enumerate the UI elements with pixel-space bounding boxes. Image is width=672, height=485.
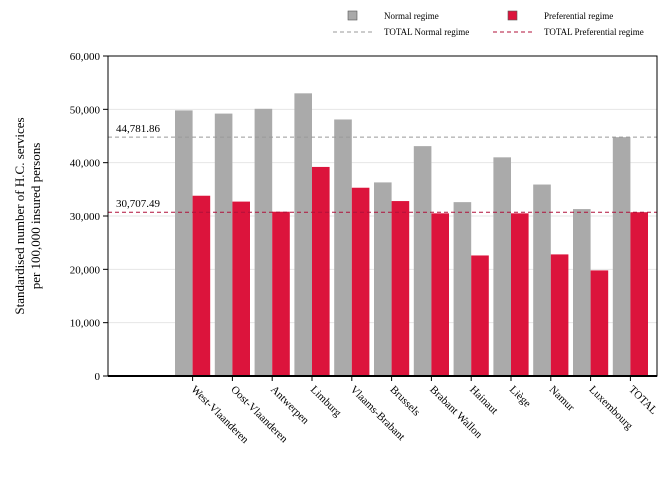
bar-preferential [630,212,648,376]
bar-preferential [431,213,449,376]
x-tick-label: TOTAL [626,384,659,417]
bar-normal [334,119,352,376]
legend-label-preferential: Preferential regime [544,11,613,21]
bar-normal [294,93,312,376]
bar-normal [612,137,631,376]
y-axis-label: Standardised number of H.C. services per … [12,117,43,314]
bar-preferential [590,270,609,376]
bar-normal [573,209,591,376]
y-tick-label: 60,000 [70,51,101,63]
y-axis-title-line: Standardised number of H.C. services [12,117,27,314]
x-tick-label: Brussels [387,384,422,419]
bar-normal [493,157,511,376]
bar-normal [254,108,273,377]
y-tick-label: 10,000 [70,318,101,330]
bar-preferential [391,201,410,376]
y-tick-label: 30,000 [70,211,101,223]
y-axis-ticks: 0 10,000 20,000 30,000 40,000 50,000 60,000 [70,51,108,383]
legend-label-total-normal: TOTAL Normal regime [384,27,469,37]
bar-normal [175,110,193,377]
legend-label-total-preferential: TOTAL Preferential regime [544,27,644,37]
legend: Normal regime Preferential regime TOTAL No… [333,10,644,37]
x-tick-label: Namur [547,384,577,414]
bars [175,93,648,377]
legend-swatch-normal [347,10,358,21]
bar-normal [214,113,233,376]
bar-normal [533,184,551,376]
y-tick-label: 40,000 [70,158,101,170]
bar-preferential [511,213,529,376]
bar-preferential [232,201,250,376]
bar-preferential [192,195,211,376]
x-tick-label: Liège [507,384,533,410]
bar-preferential [471,255,489,376]
reference-line-label: 30,707.49 [116,198,161,210]
y-tick-label: 20,000 [70,264,101,276]
legend-label-normal: Normal regime [384,11,439,21]
y-tick-label: 0 [95,371,101,383]
bar-preferential [550,254,569,376]
x-axis-ticks: West-VlaanderenOost-VlaanderenAntwerpenL… [188,376,660,446]
x-tick-label: Limburg [308,384,344,420]
reference-line-label: 44,781.86 [116,123,161,135]
bar-preferential [312,166,330,376]
reference-lines: 44,781.86 30,707.49 [108,123,657,213]
x-tick-label: Hainaut [467,384,500,417]
bar-preferential [272,211,290,376]
bar-normal [453,202,472,376]
bar-normal [374,182,392,376]
legend-swatch-preferential [507,10,518,21]
bar-preferential [351,187,370,376]
y-axis-title-line: per 100,000 insured persons [28,143,43,290]
bar-normal [413,146,432,376]
y-tick-label: 50,000 [70,104,101,116]
